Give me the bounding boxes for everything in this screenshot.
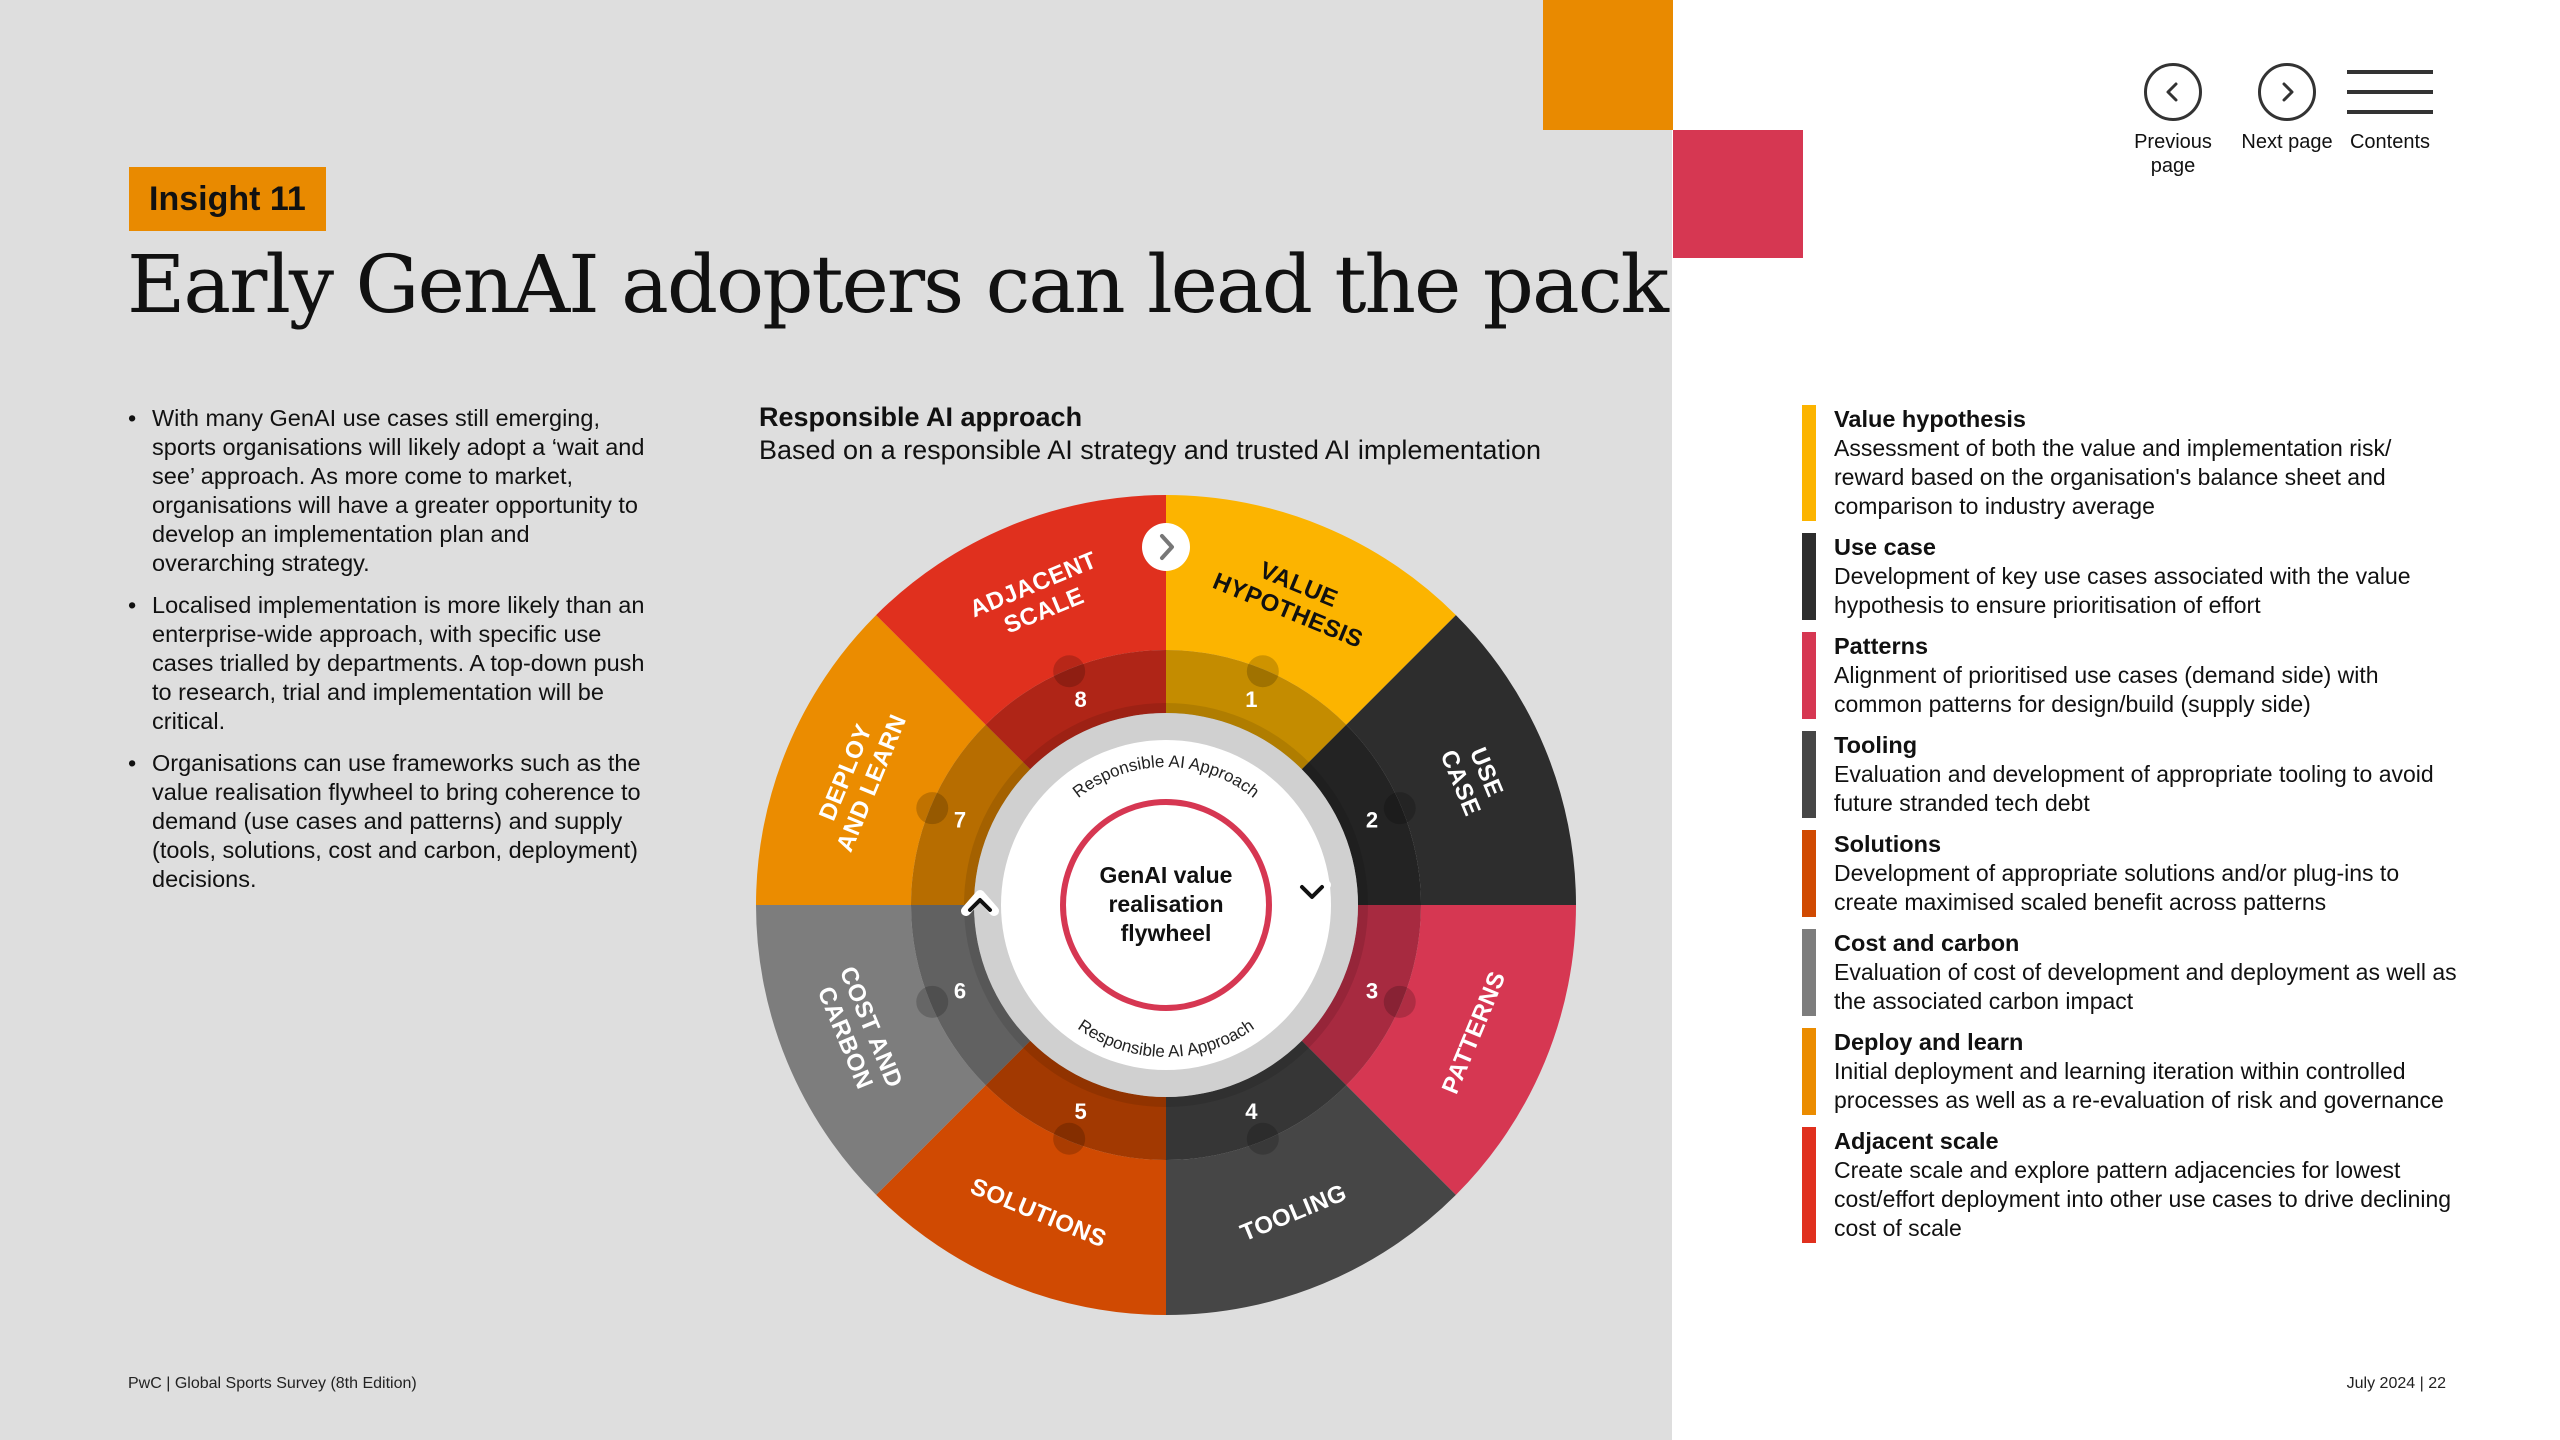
- segment-number: 2: [1366, 808, 1378, 833]
- gear-band-2: [1301, 724, 1421, 905]
- segment-number: 4: [1245, 1099, 1258, 1124]
- legend-color-bar: [1802, 731, 1816, 818]
- legend-item-description: Evaluation of cost of development and de…: [1834, 959, 2457, 1014]
- legend-item-title: Adjacent scale: [1834, 1128, 1999, 1154]
- segment-adjacent-scale: [876, 495, 1166, 725]
- legend-color-bar: [1802, 1028, 1816, 1115]
- legend-item: Cost and carbon Evaluation of cost of dev…: [1802, 929, 2462, 1016]
- segment-number: 1: [1245, 687, 1257, 712]
- legend-item-description: Initial deployment and learning iteratio…: [1834, 1058, 2444, 1113]
- footer-source: PwC | Global Sports Survey (8th Edition): [128, 1375, 417, 1392]
- gear-tooth: [916, 985, 949, 1018]
- legend: Value hypothesis Assessment of both the v…: [1802, 405, 2462, 1255]
- diagram-heading: Responsible AI approach: [759, 402, 1083, 432]
- hub-label: flywheel: [1121, 920, 1212, 946]
- gear-band-7: [911, 724, 1031, 905]
- gear-tooth: [916, 792, 949, 825]
- segment-number: 5: [1075, 1099, 1087, 1124]
- chevron-up-icon: [961, 890, 999, 916]
- legend-item: Tooling Evaluation and development of app…: [1802, 731, 2462, 818]
- legend-item-description: Development of key use cases associated …: [1834, 563, 2411, 618]
- gear-band-5: [985, 1040, 1166, 1160]
- legend-item: Value hypothesis Assessment of both the v…: [1802, 405, 2462, 521]
- gear-tooth: [1053, 1122, 1086, 1155]
- gear-tooth: [1383, 985, 1416, 1018]
- gear-band-6: [911, 905, 1031, 1086]
- legend-item-title: Tooling: [1834, 732, 1918, 758]
- legend-color-bar: [1802, 533, 1816, 620]
- bullet-list: With many GenAI use cases still emerging…: [128, 404, 648, 907]
- segment-solutions: [876, 1085, 1166, 1315]
- legend-item-description: Assessment of both the value and impleme…: [1834, 435, 2392, 519]
- segment-tooling: [1166, 1085, 1456, 1315]
- legend-color-bar: [1802, 405, 1816, 521]
- gear-band-3: [1301, 905, 1421, 1086]
- segment-deploy-and-learn: [756, 615, 986, 905]
- legend-item-title: Value hypothesis: [1834, 406, 2026, 432]
- footer-page-number: July 2024 | 22: [2346, 1375, 2446, 1392]
- legend-color-bar: [1802, 1127, 1816, 1243]
- next-page-label[interactable]: Next page: [2241, 131, 2333, 153]
- bullet-item: With many GenAI use cases still emerging…: [128, 404, 648, 578]
- hub-label: GenAI value: [1100, 862, 1233, 888]
- legend-item: Solutions Development of appropriate solu…: [1802, 830, 2462, 917]
- legend-item-description: Alignment of prioritised use cases (dema…: [1834, 662, 2379, 717]
- legend-item-title: Solutions: [1834, 831, 1942, 857]
- contents-menu-icon[interactable]: [2347, 70, 2433, 114]
- segment-use-case: [1346, 615, 1576, 905]
- legend-item-description: Create scale and explore pattern adjacen…: [1834, 1157, 2452, 1241]
- next-page-button[interactable]: [2258, 63, 2316, 121]
- chevron-left-icon: [2166, 82, 2178, 102]
- legend-item-title: Cost and carbon: [1834, 930, 2020, 956]
- legend-item: Deploy and learn Initial deployment and l…: [1802, 1028, 2462, 1115]
- gear-band-1: [1166, 650, 1347, 770]
- segment-cost-and-carbon: [756, 905, 986, 1195]
- gear-tooth: [1246, 1122, 1279, 1155]
- legend-item-description: Development of appropriate solutions and…: [1834, 860, 2400, 915]
- previous-page-label[interactable]: Previous page: [2134, 131, 2212, 177]
- chevron-right-icon: [2282, 82, 2294, 102]
- page-title: Early GenAI adopters can lead the pack: [127, 238, 1669, 331]
- gear-tooth: [1053, 655, 1086, 688]
- bullet-item: Organisations can use frameworks such as…: [128, 749, 648, 894]
- chevron-right-icon: [1160, 534, 1174, 560]
- gear-band-8: [985, 650, 1166, 770]
- segment-number: 6: [954, 978, 966, 1003]
- legend-item: Use case Development of key use cases ass…: [1802, 533, 2462, 620]
- insight-badge: Insight 11: [129, 167, 326, 231]
- segment-patterns: [1346, 905, 1576, 1195]
- hub-disc: [1001, 740, 1331, 1070]
- legend-item-title: Deploy and learn: [1834, 1029, 2024, 1055]
- gear-tooth: [1383, 792, 1416, 825]
- segment-value-hypothesis: [1166, 495, 1456, 725]
- contents-label[interactable]: Contents: [2349, 131, 2431, 153]
- segment-number: 7: [954, 808, 966, 833]
- gear-band-4: [1166, 1040, 1347, 1160]
- diagram-subheading: Based on a responsible AI strategy and t…: [759, 435, 1541, 465]
- legend-item-title: Patterns: [1834, 633, 1929, 659]
- decorative-pink-square: [1673, 130, 1803, 258]
- legend-item-title: Use case: [1834, 534, 1936, 560]
- rotation-arrow-marker: [1142, 523, 1190, 571]
- chevron-down-icon: [1300, 885, 1324, 899]
- hub-label: realisation: [1108, 891, 1223, 917]
- legend-color-bar: [1802, 929, 1816, 1016]
- previous-page-button[interactable]: [2144, 63, 2202, 121]
- decorative-orange-square: [1543, 0, 1673, 130]
- gear-tooth: [1246, 655, 1279, 688]
- bullet-item: Localised implementation is more likely …: [128, 591, 648, 736]
- legend-item-description: Evaluation and development of appropriat…: [1834, 761, 2434, 816]
- hub-inner-ring: [1060, 799, 1272, 1011]
- chevron-up-icon: [968, 898, 992, 912]
- legend-color-bar: [1802, 830, 1816, 917]
- legend-item: Patterns Alignment of prioritised use cas…: [1802, 632, 2462, 719]
- legend-item: Adjacent scale Create scale and explore p…: [1802, 1127, 2462, 1243]
- segment-number: 8: [1075, 687, 1087, 712]
- segment-number: 3: [1366, 978, 1378, 1003]
- legend-color-bar: [1802, 632, 1816, 719]
